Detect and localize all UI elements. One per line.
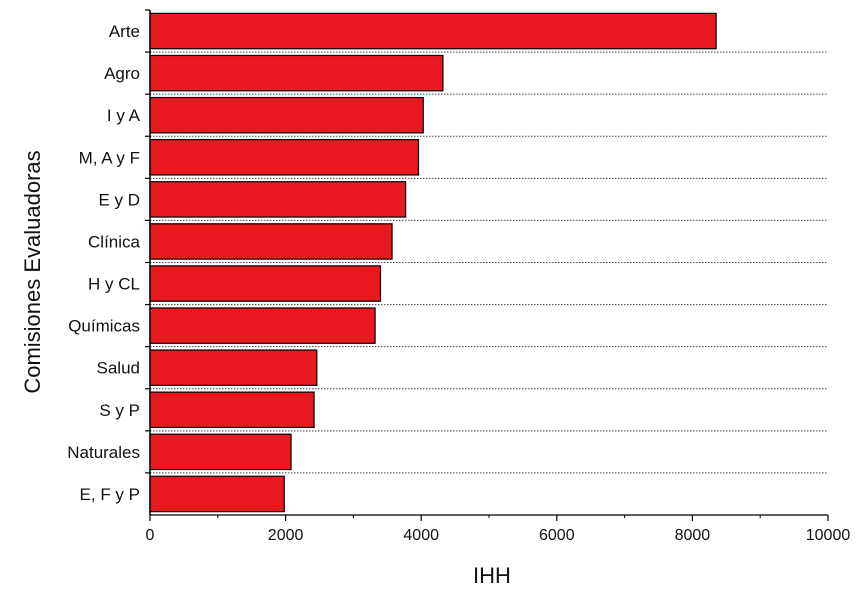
bar — [149, 54, 444, 92]
bar — [149, 307, 376, 344]
x-axis-title: IHH — [473, 563, 511, 588]
y-axis-title: Comisiones Evaluadoras — [20, 150, 45, 393]
bar — [149, 475, 285, 513]
x-tick-label: 8000 — [675, 527, 711, 544]
bar — [149, 391, 315, 429]
category-label: Agro — [104, 64, 140, 83]
grid-lines — [150, 51, 828, 516]
category-label: E, F y P — [80, 485, 140, 504]
bar — [149, 96, 424, 134]
category-label: Clínica — [88, 232, 141, 251]
bar — [149, 181, 407, 218]
category-label: I y A — [107, 106, 141, 125]
x-tick-label: 0 — [146, 527, 155, 544]
category-label: Naturales — [67, 443, 140, 462]
bar — [149, 265, 382, 302]
category-label: E y D — [98, 190, 140, 209]
bar — [149, 349, 318, 386]
bar — [149, 12, 717, 50]
category-label: Arte — [109, 22, 140, 41]
x-tick-label: 6000 — [539, 527, 575, 544]
x-tick-label: 4000 — [403, 527, 439, 544]
bar — [149, 139, 420, 176]
tick-labels: Arte Agro I y A M, A y F E y D Clínica H y CL Q… — [67, 22, 850, 544]
category-label: Salud — [97, 359, 140, 378]
category-label: H y CL — [88, 275, 140, 294]
category-label: Químicas — [68, 317, 140, 336]
bars — [149, 12, 717, 513]
bar — [149, 223, 393, 260]
axes — [145, 9, 829, 521]
category-label: S y P — [99, 401, 140, 420]
x-tick-label: 10000 — [806, 527, 851, 544]
bar — [149, 433, 292, 471]
category-label: M, A y F — [79, 148, 140, 167]
x-tick-label: 2000 — [268, 527, 304, 544]
